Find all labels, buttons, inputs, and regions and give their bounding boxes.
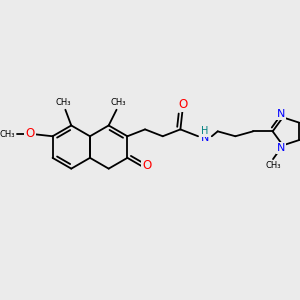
- Text: CH₃: CH₃: [56, 98, 71, 107]
- Text: N: N: [277, 143, 285, 153]
- Text: CH₃: CH₃: [265, 161, 281, 170]
- Text: N: N: [201, 133, 209, 143]
- Text: O: O: [26, 127, 34, 140]
- Text: O: O: [179, 98, 188, 111]
- Text: N: N: [277, 110, 285, 119]
- Text: H: H: [201, 126, 208, 136]
- Text: CH₃: CH₃: [111, 98, 126, 107]
- Text: CH₃: CH₃: [0, 130, 15, 139]
- Text: O: O: [142, 159, 152, 172]
